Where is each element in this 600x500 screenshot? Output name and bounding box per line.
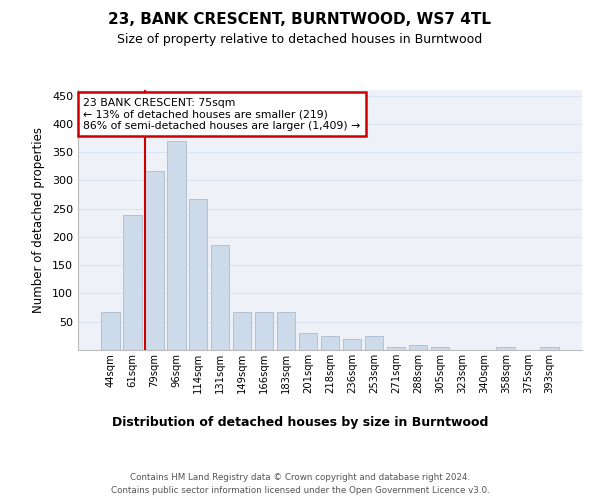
Text: Distribution of detached houses by size in Burntwood: Distribution of detached houses by size … bbox=[112, 416, 488, 429]
Bar bbox=[189, 198, 208, 350]
Bar bbox=[409, 346, 427, 350]
Bar bbox=[541, 347, 559, 350]
Bar bbox=[431, 347, 449, 350]
Text: Contains HM Land Registry data © Crown copyright and database right 2024.
Contai: Contains HM Land Registry data © Crown c… bbox=[110, 474, 490, 495]
Bar bbox=[101, 312, 119, 350]
Bar bbox=[255, 312, 274, 350]
Bar bbox=[343, 338, 361, 350]
Text: 23, BANK CRESCENT, BURNTWOOD, WS7 4TL: 23, BANK CRESCENT, BURNTWOOD, WS7 4TL bbox=[109, 12, 491, 28]
Bar bbox=[211, 246, 229, 350]
Text: Size of property relative to detached houses in Burntwood: Size of property relative to detached ho… bbox=[118, 32, 482, 46]
Bar bbox=[496, 347, 515, 350]
Y-axis label: Number of detached properties: Number of detached properties bbox=[32, 127, 45, 313]
Bar bbox=[123, 216, 142, 350]
Text: 23 BANK CRESCENT: 75sqm
← 13% of detached houses are smaller (219)
86% of semi-d: 23 BANK CRESCENT: 75sqm ← 13% of detache… bbox=[83, 98, 360, 131]
Bar bbox=[386, 347, 405, 350]
Bar bbox=[277, 312, 295, 350]
Bar bbox=[320, 336, 340, 350]
Bar bbox=[167, 141, 185, 350]
Bar bbox=[233, 312, 251, 350]
Bar bbox=[299, 333, 317, 350]
Bar bbox=[365, 336, 383, 350]
Bar bbox=[145, 171, 164, 350]
